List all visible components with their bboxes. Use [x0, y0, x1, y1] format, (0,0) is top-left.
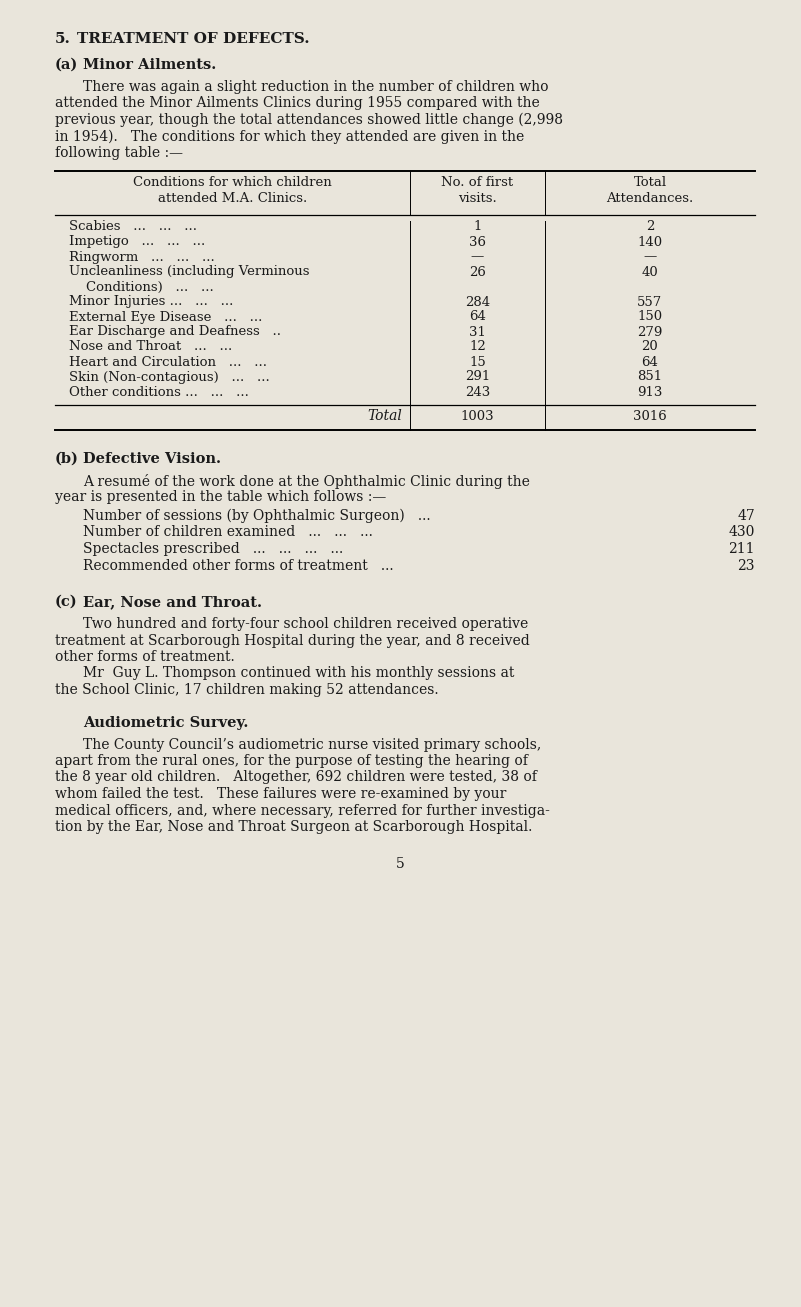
Text: 64: 64 — [642, 356, 658, 369]
Text: apart from the rural ones, for the purpose of testing the hearing of: apart from the rural ones, for the purpo… — [55, 754, 528, 769]
Text: (a): (a) — [55, 58, 78, 72]
Text: Recommended other forms of treatment   ...: Recommended other forms of treatment ... — [83, 558, 393, 572]
Text: attended M.A. Clinics.: attended M.A. Clinics. — [158, 192, 307, 204]
Text: 211: 211 — [728, 542, 755, 555]
Text: External Eye Disease   ...   ...: External Eye Disease ... ... — [69, 311, 263, 324]
Text: tion by the Ear, Nose and Throat Surgeon at Scarborough Hospital.: tion by the Ear, Nose and Throat Surgeon… — [55, 819, 533, 834]
Text: in 1954).   The conditions for which they attended are given in the: in 1954). The conditions for which they … — [55, 129, 524, 144]
Text: Skin (Non-contagious)   ...   ...: Skin (Non-contagious) ... ... — [69, 370, 270, 383]
Text: No. of first: No. of first — [441, 176, 513, 190]
Text: 36: 36 — [469, 235, 486, 248]
Text: 851: 851 — [638, 370, 662, 383]
Text: Total: Total — [634, 176, 666, 190]
Text: 5: 5 — [396, 856, 405, 870]
Text: Nose and Throat   ...   ...: Nose and Throat ... ... — [69, 341, 232, 353]
Text: 26: 26 — [469, 265, 486, 278]
Text: Ear, Nose and Throat.: Ear, Nose and Throat. — [83, 595, 262, 609]
Text: 150: 150 — [638, 311, 662, 324]
Text: —: — — [643, 251, 657, 264]
Text: Audiometric Survey.: Audiometric Survey. — [83, 715, 248, 729]
Text: 913: 913 — [638, 386, 662, 399]
Text: Two hundred and forty-four school children received operative: Two hundred and forty-four school childr… — [83, 617, 528, 631]
Text: Uncleanliness (including Verminous: Uncleanliness (including Verminous — [69, 265, 309, 278]
Text: Mr  Guy L. Thompson continued with his monthly sessions at: Mr Guy L. Thompson continued with his mo… — [83, 667, 514, 681]
Text: 47: 47 — [737, 508, 755, 523]
Text: Other conditions ...   ...   ...: Other conditions ... ... ... — [69, 386, 249, 399]
Text: Ear Discharge and Deafness   ..: Ear Discharge and Deafness .. — [69, 325, 281, 339]
Text: year is presented in the table which follows :—: year is presented in the table which fol… — [55, 490, 386, 505]
Text: 557: 557 — [638, 295, 662, 308]
Text: Conditions)   ...   ...: Conditions) ... ... — [69, 281, 214, 294]
Text: Attendances.: Attendances. — [606, 192, 694, 204]
Text: 284: 284 — [465, 295, 490, 308]
Text: —: — — [471, 251, 484, 264]
Text: 1003: 1003 — [461, 409, 494, 422]
Text: Defective Vision.: Defective Vision. — [83, 452, 221, 467]
Text: Number of sessions (by Ophthalmic Surgeon)   ...: Number of sessions (by Ophthalmic Surgeo… — [83, 508, 431, 523]
Text: visits.: visits. — [458, 192, 497, 204]
Text: (b): (b) — [55, 452, 78, 467]
Text: 140: 140 — [638, 235, 662, 248]
Text: Spectacles prescribed   ...   ...   ...   ...: Spectacles prescribed ... ... ... ... — [83, 542, 344, 555]
Text: 5.: 5. — [55, 31, 70, 46]
Text: Number of children examined   ...   ...   ...: Number of children examined ... ... ... — [83, 525, 373, 540]
Text: Heart and Circulation   ...   ...: Heart and Circulation ... ... — [69, 356, 267, 369]
Text: the 8 year old children.   Altogether, 692 children were tested, 38 of: the 8 year old children. Altogether, 692… — [55, 771, 537, 784]
Text: 291: 291 — [465, 370, 490, 383]
Text: Ringworm   ...   ...   ...: Ringworm ... ... ... — [69, 251, 215, 264]
Text: 3016: 3016 — [633, 409, 667, 422]
Text: 243: 243 — [465, 386, 490, 399]
Text: Total: Total — [367, 409, 402, 423]
Text: attended the Minor Ailments Clinics during 1955 compared with the: attended the Minor Ailments Clinics duri… — [55, 97, 540, 111]
Text: whom failed the test.   These failures were re-examined by your: whom failed the test. These failures wer… — [55, 787, 506, 801]
Text: Scabies   ...   ...   ...: Scabies ... ... ... — [69, 221, 197, 234]
Text: Minor Ailments.: Minor Ailments. — [83, 58, 216, 72]
Text: Impetigo   ...   ...   ...: Impetigo ... ... ... — [69, 235, 205, 248]
Text: 12: 12 — [469, 341, 486, 353]
Text: The County Council’s audiometric nurse visited primary schools,: The County Council’s audiometric nurse v… — [83, 737, 541, 752]
Text: 31: 31 — [469, 325, 486, 339]
Text: 2: 2 — [646, 221, 654, 234]
Text: the School Clinic, 17 children making 52 attendances.: the School Clinic, 17 children making 52… — [55, 684, 439, 697]
Text: Minor Injuries ...   ...   ...: Minor Injuries ... ... ... — [69, 295, 233, 308]
Text: other forms of treatment.: other forms of treatment. — [55, 650, 235, 664]
Text: TREATMENT OF DEFECTS.: TREATMENT OF DEFECTS. — [77, 31, 310, 46]
Text: treatment at Scarborough Hospital during the year, and 8 received: treatment at Scarborough Hospital during… — [55, 634, 529, 647]
Text: 430: 430 — [729, 525, 755, 540]
Text: 64: 64 — [469, 311, 486, 324]
Text: 40: 40 — [642, 265, 658, 278]
Text: previous year, though the total attendances showed little change (2,998: previous year, though the total attendan… — [55, 112, 563, 127]
Text: (c): (c) — [55, 595, 78, 609]
Text: 20: 20 — [642, 341, 658, 353]
Text: 279: 279 — [638, 325, 662, 339]
Text: Conditions for which children: Conditions for which children — [133, 176, 332, 190]
Text: medical officers, and, where necessary, referred for further investiga-: medical officers, and, where necessary, … — [55, 804, 549, 817]
Text: There was again a slight reduction in the number of children who: There was again a slight reduction in th… — [83, 80, 549, 94]
Text: 1: 1 — [473, 221, 481, 234]
Text: following table :—: following table :— — [55, 146, 183, 159]
Text: 23: 23 — [738, 558, 755, 572]
Text: A resumé of the work done at the Ophthalmic Clinic during the: A resumé of the work done at the Ophthal… — [83, 474, 530, 489]
Text: 15: 15 — [469, 356, 486, 369]
